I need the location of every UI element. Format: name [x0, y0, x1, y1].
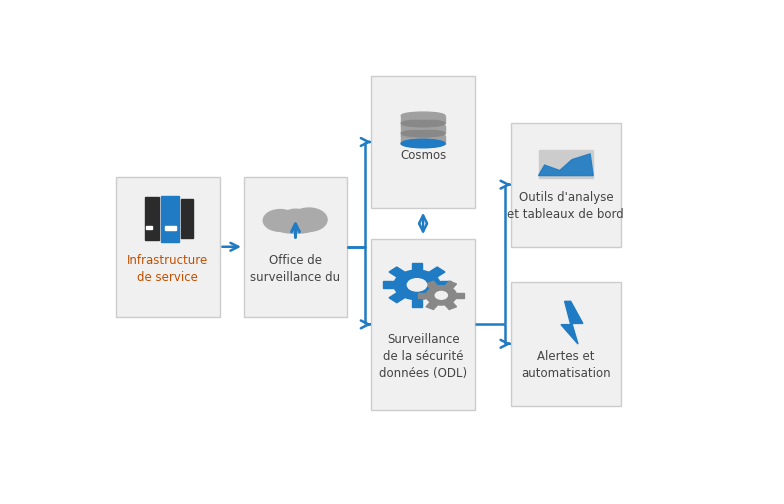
Text: Infrastructure
de service: Infrastructure de service: [127, 254, 209, 284]
Circle shape: [263, 210, 297, 231]
Text: Cosmos: Cosmos: [400, 149, 446, 162]
Bar: [165, 226, 176, 230]
Bar: [426, 302, 437, 309]
Ellipse shape: [401, 140, 445, 147]
Ellipse shape: [401, 132, 445, 139]
Bar: [146, 226, 152, 229]
Circle shape: [435, 291, 448, 299]
Text: Alertes et
automatisation: Alertes et automatisation: [521, 350, 611, 380]
Circle shape: [291, 208, 327, 231]
Bar: [445, 302, 456, 309]
Bar: [181, 200, 194, 238]
Bar: [430, 293, 445, 303]
Ellipse shape: [401, 122, 445, 129]
Ellipse shape: [401, 130, 445, 137]
Bar: [401, 136, 445, 144]
Bar: [418, 293, 426, 298]
Circle shape: [408, 279, 426, 291]
FancyBboxPatch shape: [116, 177, 220, 317]
Polygon shape: [539, 154, 593, 175]
Bar: [389, 293, 405, 303]
FancyBboxPatch shape: [372, 239, 474, 410]
Bar: [383, 281, 394, 288]
FancyBboxPatch shape: [372, 76, 474, 208]
Bar: [440, 281, 451, 288]
FancyBboxPatch shape: [511, 282, 621, 406]
FancyBboxPatch shape: [511, 122, 621, 247]
Bar: [412, 263, 423, 270]
Circle shape: [394, 270, 440, 299]
Bar: [145, 198, 159, 240]
Bar: [401, 115, 445, 123]
Bar: [426, 281, 437, 289]
Bar: [161, 196, 179, 242]
Bar: [445, 281, 456, 289]
Circle shape: [282, 209, 309, 226]
Text: Office de
surveillance du: Office de surveillance du: [250, 254, 340, 284]
Bar: [412, 299, 423, 306]
Ellipse shape: [401, 120, 445, 127]
Bar: [389, 267, 405, 277]
Bar: [401, 125, 445, 134]
Ellipse shape: [401, 139, 445, 148]
Circle shape: [426, 286, 456, 305]
FancyBboxPatch shape: [244, 177, 347, 317]
Text: Outils d'analyse
et tableaux de bord: Outils d'analyse et tableaux de bord: [507, 191, 624, 221]
Bar: [456, 293, 464, 298]
Bar: [430, 267, 445, 277]
Bar: [539, 150, 593, 177]
Ellipse shape: [401, 112, 445, 119]
Text: Surveillance
de la sécurité
données (ODL): Surveillance de la sécurité données (ODL…: [379, 333, 467, 380]
Polygon shape: [561, 301, 583, 344]
Ellipse shape: [270, 214, 321, 233]
